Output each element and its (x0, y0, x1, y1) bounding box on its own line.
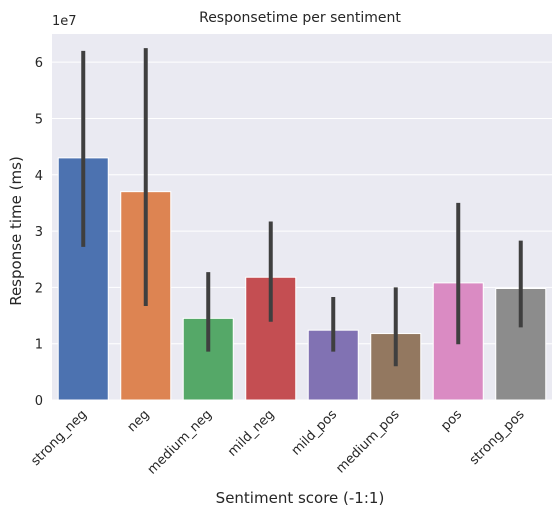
y-tick-label: 1 (35, 338, 43, 353)
x-tick-label: strong_pos (467, 407, 528, 468)
x-tick-label: medium_pos (333, 407, 402, 476)
y-tick-labels: 0 1 2 3 4 5 6 (35, 56, 43, 409)
y-tick-label: 5 (35, 112, 43, 127)
y-axis-label: Response time (ms) (7, 156, 25, 306)
x-tick-label: mild_neg (225, 407, 277, 459)
chart-title: Responsetime per sentiment (199, 10, 401, 26)
x-tick-label: mild_pos (289, 407, 341, 459)
y-tick-label: 6 (35, 56, 43, 71)
x-tick-label: strong_neg (28, 407, 90, 469)
y-tick-label: 2 (35, 281, 43, 296)
bar-medium_neg (182, 317, 234, 401)
x-axis-label: Sentiment score (-1:1) (216, 489, 385, 507)
y-tick-label: 4 (35, 169, 43, 184)
error-bars (81, 48, 523, 367)
y-tick-label: 3 (35, 225, 43, 240)
y-tick-label: 0 (35, 394, 43, 409)
y-multiplier-label: 1e7 (52, 14, 77, 29)
x-tick-label: neg (125, 407, 153, 435)
x-tick-label: medium_neg (145, 407, 215, 477)
x-tick-label: pos (438, 407, 465, 434)
